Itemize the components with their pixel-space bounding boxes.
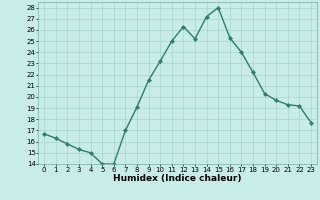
X-axis label: Humidex (Indice chaleur): Humidex (Indice chaleur) <box>113 174 242 183</box>
